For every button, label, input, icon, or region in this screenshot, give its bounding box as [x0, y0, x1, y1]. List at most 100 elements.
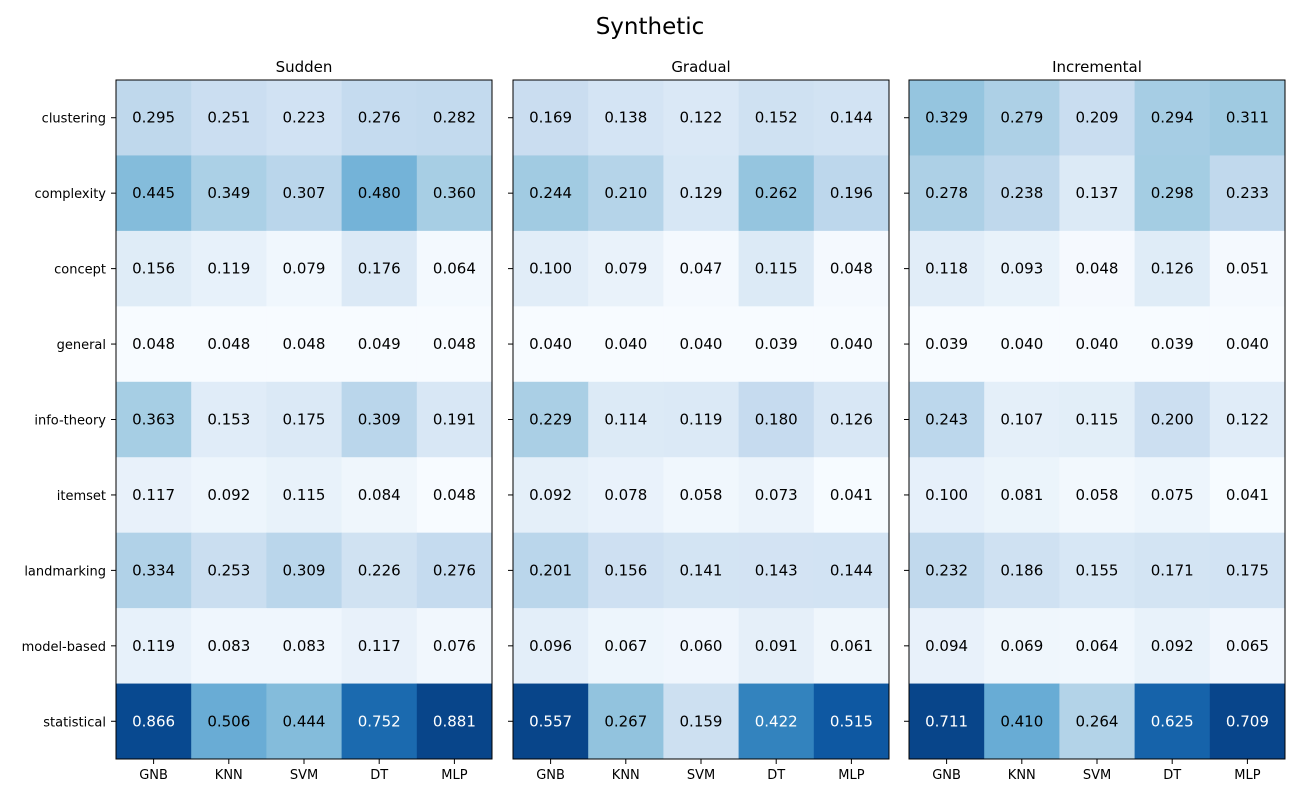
cell-value-label: 0.480	[358, 184, 401, 202]
cell-value-label: 0.176	[358, 260, 401, 278]
heatmap-cell	[1134, 155, 1211, 232]
cell-value-label: 0.091	[755, 637, 798, 655]
heatmap-panel-gradual: Gradual 0.169 0.138 0.122 0.152 0.144 0.244 0.2…	[508, 58, 890, 783]
figure-title: Synthetic	[596, 14, 705, 40]
heatmap-cell	[1059, 381, 1136, 458]
heatmap-cell	[191, 230, 267, 307]
heatmap-cell	[341, 80, 418, 156]
cell-value-label: 0.506	[207, 712, 250, 730]
cell-value-label: 0.039	[1151, 335, 1194, 353]
cell-value-label: 0.048	[830, 260, 873, 278]
heatmap-cell	[588, 608, 664, 685]
cell-value-label: 0.445	[132, 184, 175, 202]
cell-value-label: 0.625	[1151, 712, 1194, 730]
heatmap-cell	[663, 80, 740, 156]
cell-value-label: 0.752	[358, 712, 401, 730]
heatmap-cell	[984, 532, 1060, 609]
heatmap-cell	[1059, 80, 1136, 156]
cell-value-label: 0.115	[283, 486, 326, 504]
heatmap-cell	[416, 230, 493, 307]
cell-value-label: 0.061	[830, 637, 873, 655]
cell-value-label: 0.040	[604, 335, 647, 353]
heatmap-cell	[1059, 608, 1136, 685]
cell-value-label: 0.100	[529, 260, 572, 278]
heatmap-cell	[1059, 532, 1136, 609]
cell-value-label: 0.083	[283, 637, 326, 655]
cell-value-label: 0.076	[433, 637, 476, 655]
cell-value-label: 0.171	[1151, 561, 1194, 579]
cell-value-label: 0.048	[1076, 260, 1119, 278]
heatmap-cell	[266, 306, 343, 383]
cell-value-label: 0.048	[283, 335, 326, 353]
heatmap-cell	[588, 381, 664, 458]
cell-value-label: 0.244	[529, 184, 572, 202]
cell-value-label: 0.040	[1076, 335, 1119, 353]
cell-value-label: 0.084	[358, 486, 401, 504]
heatmap-cell	[984, 80, 1060, 156]
heatmap-cell	[813, 532, 890, 609]
heatmap-cell	[116, 457, 192, 534]
cell-value-label: 0.329	[925, 109, 968, 127]
heatmap-cell	[416, 532, 493, 609]
heatmap-cell	[588, 155, 664, 232]
cell-value-label: 0.444	[283, 712, 326, 730]
heatmap-cell	[1134, 381, 1211, 458]
heatmap-cell	[813, 80, 890, 156]
cell-value-label: 0.058	[680, 486, 723, 504]
cell-value-label: 0.041	[1226, 486, 1269, 504]
cell-value-label: 0.201	[529, 561, 572, 579]
x-tick-label: DT	[767, 768, 785, 783]
heatmap-cell	[341, 230, 418, 307]
heatmap-cell	[1209, 230, 1286, 307]
cell-value-label: 0.253	[207, 561, 250, 579]
cell-value-label: 0.349	[207, 184, 250, 202]
cell-value-label: 0.119	[207, 260, 250, 278]
y-tick-label: model-based	[22, 640, 106, 655]
cell-value-label: 0.079	[604, 260, 647, 278]
heatmap-cell	[984, 608, 1060, 685]
heatmap-cell	[1209, 532, 1286, 609]
cell-value-label: 0.092	[1151, 637, 1194, 655]
cell-value-label: 0.881	[433, 712, 476, 730]
panel-title: Incremental	[1052, 58, 1142, 76]
cell-value-label: 0.410	[1000, 712, 1043, 730]
cell-value-label: 0.278	[925, 184, 968, 202]
heatmap-cell	[813, 683, 890, 760]
cell-value-label: 0.115	[755, 260, 798, 278]
cell-value-label: 0.048	[433, 486, 476, 504]
heatmap-cell	[588, 306, 664, 383]
y-tick-label: complexity	[35, 187, 107, 202]
heatmap-cell	[416, 381, 493, 458]
cell-value-label: 0.276	[433, 561, 476, 579]
x-tick-label: GNB	[536, 768, 565, 783]
heatmap-cell	[1209, 381, 1286, 458]
heatmap-cell	[738, 532, 815, 609]
cell-value-label: 0.049	[358, 335, 401, 353]
heatmap-cell	[984, 381, 1060, 458]
cell-value-label: 0.117	[132, 486, 175, 504]
cell-value-label: 0.262	[755, 184, 798, 202]
cell-value-label: 0.243	[925, 411, 968, 429]
heatmap-cell	[1134, 230, 1211, 307]
cell-value-label: 0.051	[1226, 260, 1269, 278]
heatmap-cell	[1134, 683, 1211, 760]
cell-value-label: 0.048	[207, 335, 250, 353]
cell-value-label: 0.709	[1226, 712, 1269, 730]
cell-value-label: 0.094	[925, 637, 968, 655]
y-tick-label: concept	[54, 263, 106, 278]
heatmap-cell	[341, 683, 418, 760]
heatmap-cell	[191, 80, 267, 156]
heatmap-cell	[909, 608, 985, 685]
cell-value-label: 0.200	[1151, 411, 1194, 429]
heatmap-cell	[909, 457, 985, 534]
heatmap-cell	[266, 608, 343, 685]
cell-value-label: 0.092	[207, 486, 250, 504]
heatmap-cell	[738, 381, 815, 458]
heatmap-cell	[984, 306, 1060, 383]
cell-value-label: 0.153	[207, 411, 250, 429]
heatmap-cell	[116, 532, 192, 609]
heatmap-cell	[909, 532, 985, 609]
cell-value-label: 0.041	[830, 486, 873, 504]
cell-value-label: 0.152	[755, 109, 798, 127]
cell-value-label: 0.210	[604, 184, 647, 202]
